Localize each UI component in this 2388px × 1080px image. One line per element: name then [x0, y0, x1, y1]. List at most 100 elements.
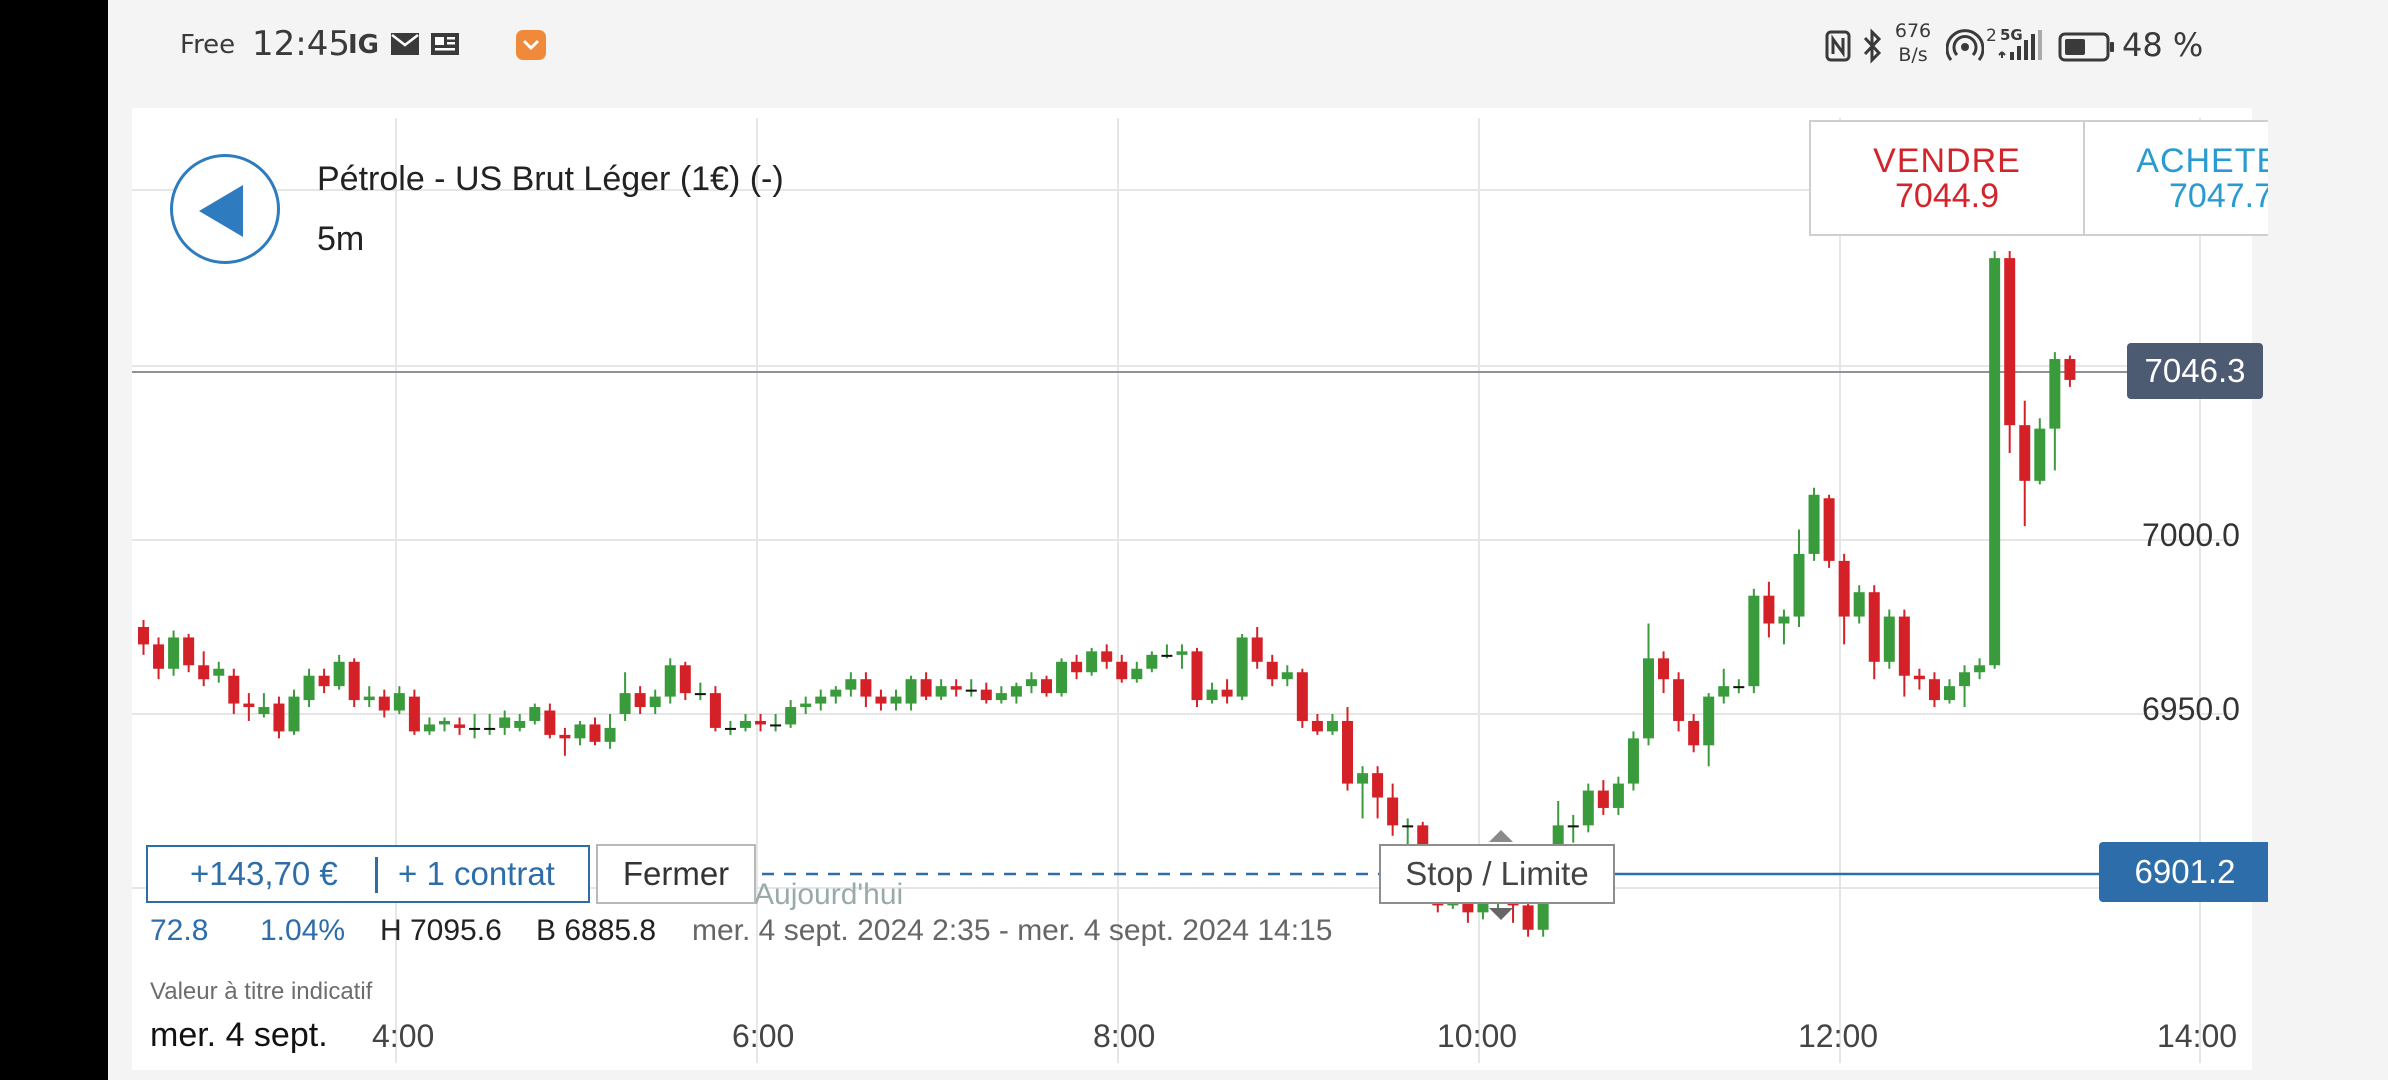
- candle-body: [393, 693, 405, 711]
- candle-body: [2004, 258, 2016, 426]
- candle-body: [1823, 498, 1835, 561]
- candle-body: [2019, 425, 2031, 481]
- candle-body: [1627, 738, 1639, 784]
- candle-body: [1989, 258, 2001, 666]
- ig-notification-icon: IG: [348, 30, 380, 60]
- x-tick-label: 4:00: [372, 1018, 435, 1054]
- today-ghost-label: Aujourd'hui: [754, 878, 904, 911]
- x-tick-label: 10:00: [1437, 1018, 1518, 1054]
- timeframe-selector[interactable]: 5m: [317, 220, 365, 258]
- candle-body: [1146, 654, 1158, 669]
- mail-icon: [391, 33, 419, 55]
- close-position-button[interactable]: Fermer: [596, 844, 756, 904]
- candle-body: [228, 675, 240, 704]
- candle-body: [529, 707, 541, 721]
- pnl-separator: [375, 857, 378, 893]
- candle-body: [2064, 359, 2076, 380]
- candle-body: [1808, 494, 1820, 554]
- candle-body: [1402, 825, 1414, 828]
- candle-body: [138, 627, 149, 645]
- stop-limit-button[interactable]: Stop / Limite: [1379, 844, 1615, 904]
- buy-label: ACHETER: [2136, 142, 2268, 180]
- sell-button[interactable]: VENDRE 7044.9: [1809, 120, 2085, 236]
- candle-body: [980, 689, 992, 701]
- back-arrow-icon: [199, 185, 243, 237]
- y-tick-label: 7000.0: [2142, 517, 2240, 553]
- candle-body: [1763, 595, 1775, 624]
- candle-body: [1387, 797, 1399, 826]
- sell-label: VENDRE: [1873, 142, 2021, 180]
- candle-body: [619, 693, 631, 714]
- candle-body: [1251, 637, 1263, 662]
- candle-body: [1673, 679, 1685, 721]
- candle-body: [408, 696, 420, 732]
- status-bar: Free 12:45 IG 676 B/s: [108, 0, 2268, 96]
- candle-body: [198, 665, 210, 680]
- candle-body: [920, 679, 932, 697]
- candle-body: [258, 707, 270, 714]
- chart-panel[interactable]: Pétrole - US Brut Léger (1€) (-) 5m VEND…: [132, 108, 2268, 1070]
- news-icon: [431, 33, 459, 55]
- candle-body: [1372, 773, 1384, 798]
- position-summary[interactable]: +143,70 € + 1 contrat: [146, 845, 590, 903]
- pocket-app-icon: [516, 30, 546, 60]
- candle-body: [649, 696, 661, 708]
- candle-body: [770, 724, 782, 727]
- candle-body: [559, 734, 571, 739]
- candle-body: [1326, 720, 1338, 732]
- candle-body: [1643, 658, 1654, 739]
- candle-body: [815, 696, 827, 704]
- candle-body: [1357, 773, 1369, 784]
- battery-percentage: 48 %: [2122, 26, 2204, 64]
- candle-body: [1733, 686, 1745, 689]
- candle-body: [423, 724, 435, 732]
- candle-body: [860, 679, 872, 697]
- back-button[interactable]: [170, 154, 280, 264]
- candle-body: [1161, 654, 1173, 657]
- candle-body: [273, 703, 285, 732]
- net-speed-unit: B/s: [1898, 44, 1928, 66]
- candles: [138, 251, 2076, 937]
- candle-body: [1658, 658, 1670, 680]
- position-price-tag[interactable]: 6901.2: [2099, 842, 2268, 902]
- buy-button[interactable]: ACHETER 7047.7: [2083, 120, 2268, 236]
- candle-body: [1597, 790, 1609, 808]
- candle-body: [348, 661, 360, 701]
- candle-body: [288, 696, 300, 732]
- carrier-label: Free: [180, 30, 236, 60]
- drag-up-arrow-icon[interactable]: [1489, 830, 1513, 842]
- candle-body: [935, 686, 947, 697]
- app-screen: Free 12:45 IG 676 B/s: [108, 0, 2268, 1080]
- battery-icon: [2058, 32, 2114, 62]
- candle-body: [1296, 672, 1308, 721]
- drag-down-arrow-icon[interactable]: [1489, 908, 1513, 920]
- candle-body: [1838, 560, 1850, 617]
- candle-body: [995, 693, 1007, 701]
- candle-body: [168, 637, 180, 669]
- hotspot-icon: [1946, 29, 1984, 61]
- candle-body: [1191, 651, 1203, 701]
- candle-body: [1206, 689, 1218, 701]
- candle-body: [1522, 905, 1534, 930]
- candle-body: [1176, 651, 1188, 655]
- candle-body: [1311, 720, 1323, 732]
- candle-body: [213, 668, 225, 676]
- stop-limit-drag-arrows[interactable]: [1489, 830, 1513, 920]
- candle-body: [1236, 637, 1248, 697]
- candle-body: [634, 693, 646, 708]
- clock: 12:45: [252, 24, 350, 64]
- candle-body: [740, 720, 751, 728]
- candle-body: [1010, 686, 1022, 697]
- candle-body: [1056, 661, 1068, 694]
- candle-body: [2049, 359, 2061, 429]
- high-value: H 7095.6: [380, 914, 502, 947]
- indicative-note: Valeur à titre indicatif: [150, 978, 373, 1005]
- candle-body: [950, 686, 962, 690]
- candle-body: [965, 689, 977, 692]
- candle-body: [1041, 679, 1052, 694]
- signal-icon: [1998, 30, 2042, 60]
- y-tick-label: 6950.0: [2142, 691, 2240, 727]
- candle-body: [1131, 668, 1143, 680]
- low-value: B 6885.8: [536, 914, 657, 947]
- candle-body: [1778, 616, 1790, 624]
